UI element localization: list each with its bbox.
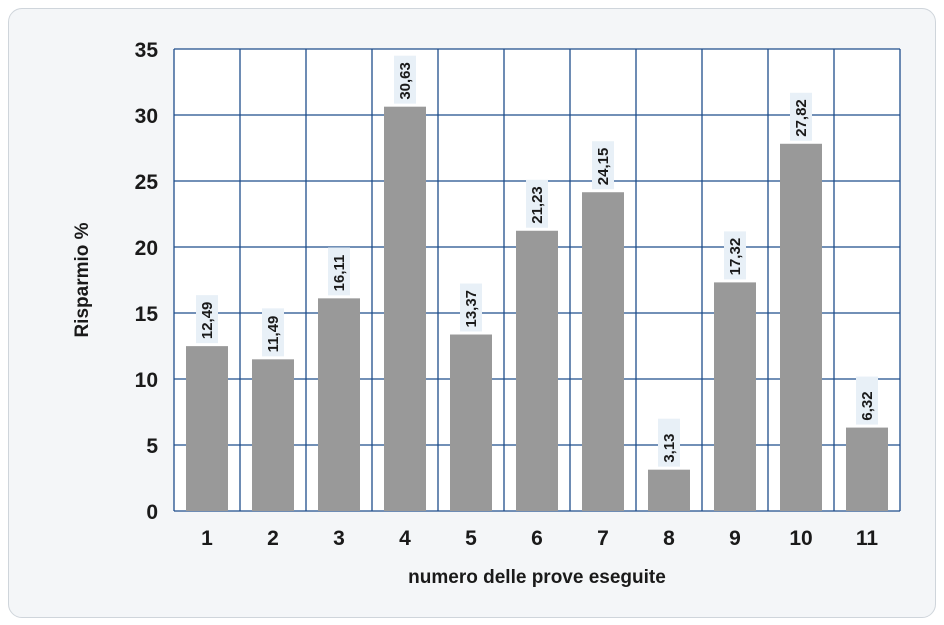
x-tick-label: 7 xyxy=(597,527,609,550)
y-tick-label: 25 xyxy=(135,171,159,194)
bar xyxy=(450,334,492,511)
bars xyxy=(186,106,888,512)
bar-label-bg xyxy=(526,179,548,228)
bar-value-label: 13,37 xyxy=(463,290,480,328)
x-tick-label: 1 xyxy=(201,527,213,550)
grid-lines xyxy=(173,48,901,512)
x-tick-labels: 1 2 3 4 5 6 7 8 9 10 11 xyxy=(201,527,878,550)
bar-label-bg xyxy=(790,92,812,141)
y-tick-label: 10 xyxy=(135,369,158,392)
x-axis-title: numero delle prove eseguite xyxy=(408,567,666,588)
bar-value-label: 24,15 xyxy=(595,148,612,186)
y-tick-label: 5 xyxy=(146,435,158,458)
x-tick-label: 11 xyxy=(856,527,879,550)
bar-label-bg xyxy=(328,247,350,296)
bar-value-label: 27,82 xyxy=(793,99,810,137)
y-tick-label: 0 xyxy=(146,501,158,524)
bar-value-label: 17,32 xyxy=(727,238,744,276)
bar-value-label: 3,13 xyxy=(661,433,678,462)
bar xyxy=(780,143,822,511)
bar-value-label: 11,49 xyxy=(265,316,282,353)
y-tick-label: 15 xyxy=(135,303,159,326)
bar xyxy=(516,230,558,511)
x-tick-label: 10 xyxy=(789,527,812,550)
y-tick-label: 20 xyxy=(135,237,158,260)
bar-value-label: 6,32 xyxy=(859,391,876,420)
x-tick-label: 4 xyxy=(399,527,411,550)
bar-label-bg xyxy=(658,418,680,467)
bar xyxy=(318,298,360,511)
bar xyxy=(582,192,624,511)
x-tick-label: 9 xyxy=(729,527,741,550)
bar xyxy=(714,282,756,511)
bar xyxy=(252,359,294,511)
x-tick-label: 2 xyxy=(267,527,279,550)
bar xyxy=(384,106,426,512)
bar xyxy=(846,427,888,511)
bar-label-bg xyxy=(394,55,416,104)
bar-label-bg xyxy=(460,283,482,332)
x-tick-label: 5 xyxy=(465,527,477,550)
bar xyxy=(186,346,228,511)
bar-label-bg xyxy=(724,231,746,280)
bar-label-bg xyxy=(592,141,614,190)
bar-value-label: 12,49 xyxy=(199,302,216,340)
bar-label-bg xyxy=(196,295,218,344)
bar-value-label: 21,23 xyxy=(529,186,546,224)
x-tick-label: 8 xyxy=(663,527,675,550)
y-axis-title: Risparmio % xyxy=(72,222,93,337)
bar-value-label: 16,11 xyxy=(331,255,348,292)
y-tick-labels: 0 5 10 15 20 25 30 35 xyxy=(135,39,159,524)
x-tick-label: 3 xyxy=(333,527,345,550)
bar xyxy=(648,469,690,511)
bar-value-labels: 12,49 11,49 16,11 30,63 13,37 21,23 24,15 3,13 1… xyxy=(196,55,878,467)
y-tick-label: 30 xyxy=(135,105,158,128)
x-tick-label: 6 xyxy=(531,527,543,550)
bar-label-bg xyxy=(856,376,878,425)
bar-label-bg xyxy=(262,308,284,357)
bar-value-label: 30,63 xyxy=(397,62,414,100)
y-tick-label: 35 xyxy=(135,39,159,62)
